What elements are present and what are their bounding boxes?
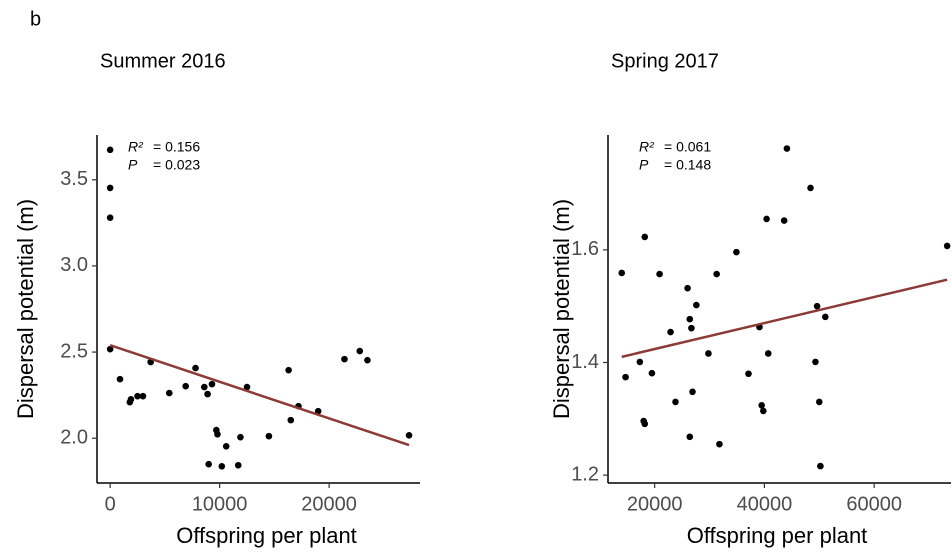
panel-title: Summer 2016 (100, 50, 226, 72)
point (287, 416, 295, 424)
point (667, 328, 674, 336)
point (134, 392, 141, 400)
point (686, 433, 694, 441)
point (745, 370, 752, 378)
point (780, 217, 788, 224)
point (760, 407, 767, 415)
r2-label: R² (128, 139, 144, 155)
r2-label: R² (639, 139, 655, 155)
point (265, 432, 273, 440)
point (106, 184, 114, 192)
point (106, 214, 114, 221)
point (218, 462, 226, 470)
point (139, 392, 147, 400)
point (364, 356, 371, 364)
y-axis-label: Dispersal potential (m) (549, 199, 574, 419)
p-value: = 0.023 (153, 157, 200, 173)
p-label: P (128, 157, 138, 173)
panel-label: b (30, 8, 41, 30)
r2-value: = 0.061 (664, 139, 711, 155)
point (208, 380, 216, 388)
point (237, 433, 244, 441)
point (716, 440, 723, 448)
p-label: P (639, 157, 649, 173)
trend-line (621, 278, 948, 359)
point (656, 270, 663, 278)
point (618, 269, 626, 277)
point (106, 345, 114, 353)
point (205, 460, 212, 468)
x-tick-label: 20000 (627, 493, 683, 515)
x-tick-label: 40000 (737, 493, 793, 515)
point (758, 401, 765, 409)
y-tick-label: 1.2 (571, 463, 599, 485)
point (688, 324, 695, 332)
y-tick-label: 2.5 (60, 340, 88, 362)
trend-line (109, 343, 410, 447)
x-tick-label: 20000 (301, 493, 357, 515)
point (127, 395, 135, 403)
point (192, 364, 199, 372)
point (686, 315, 694, 323)
point (405, 431, 413, 439)
point (356, 347, 364, 355)
point (815, 398, 823, 406)
point (672, 398, 679, 406)
point (222, 443, 230, 450)
panel-title: Spring 2017 (611, 50, 719, 72)
y-tick-label: 1.4 (571, 351, 599, 373)
point (214, 430, 221, 438)
x-axis-label: Offspring per plant (176, 523, 357, 548)
point (648, 369, 656, 377)
point (763, 215, 770, 223)
point (817, 462, 824, 470)
y-tick-label: 1.6 (571, 238, 599, 260)
y-tick-label: 2.0 (60, 426, 88, 448)
point (764, 350, 772, 357)
r2-value: = 0.156 (153, 139, 200, 155)
point (943, 242, 951, 250)
point (812, 358, 819, 366)
point (693, 301, 700, 309)
y-tick-label: 3.0 (60, 254, 88, 276)
point (243, 383, 251, 391)
point (165, 389, 173, 397)
point (234, 461, 242, 469)
point (813, 302, 821, 310)
point (713, 270, 720, 278)
point (641, 420, 649, 428)
x-tick-label: 0 (105, 493, 116, 515)
point (285, 366, 292, 374)
point (689, 388, 696, 396)
point (733, 248, 740, 256)
x-tick-label: 60000 (846, 493, 902, 515)
p-value: = 0.148 (664, 157, 711, 173)
point (116, 375, 124, 383)
point (182, 382, 189, 390)
point (807, 184, 814, 192)
x-axis-label: Offspring per plant (687, 523, 868, 548)
y-axis-label: Dispersal potential (m) (13, 199, 38, 419)
point (106, 146, 114, 154)
point (201, 383, 208, 391)
point (783, 145, 791, 152)
point (705, 350, 712, 357)
point (641, 233, 649, 241)
point (314, 407, 322, 415)
point (341, 355, 348, 363)
point (622, 373, 629, 381)
point (684, 284, 691, 292)
point (636, 358, 644, 366)
y-tick-label: 3.5 (60, 168, 88, 190)
point (204, 390, 211, 398)
point (822, 313, 829, 321)
x-tick-label: 10000 (192, 493, 248, 515)
